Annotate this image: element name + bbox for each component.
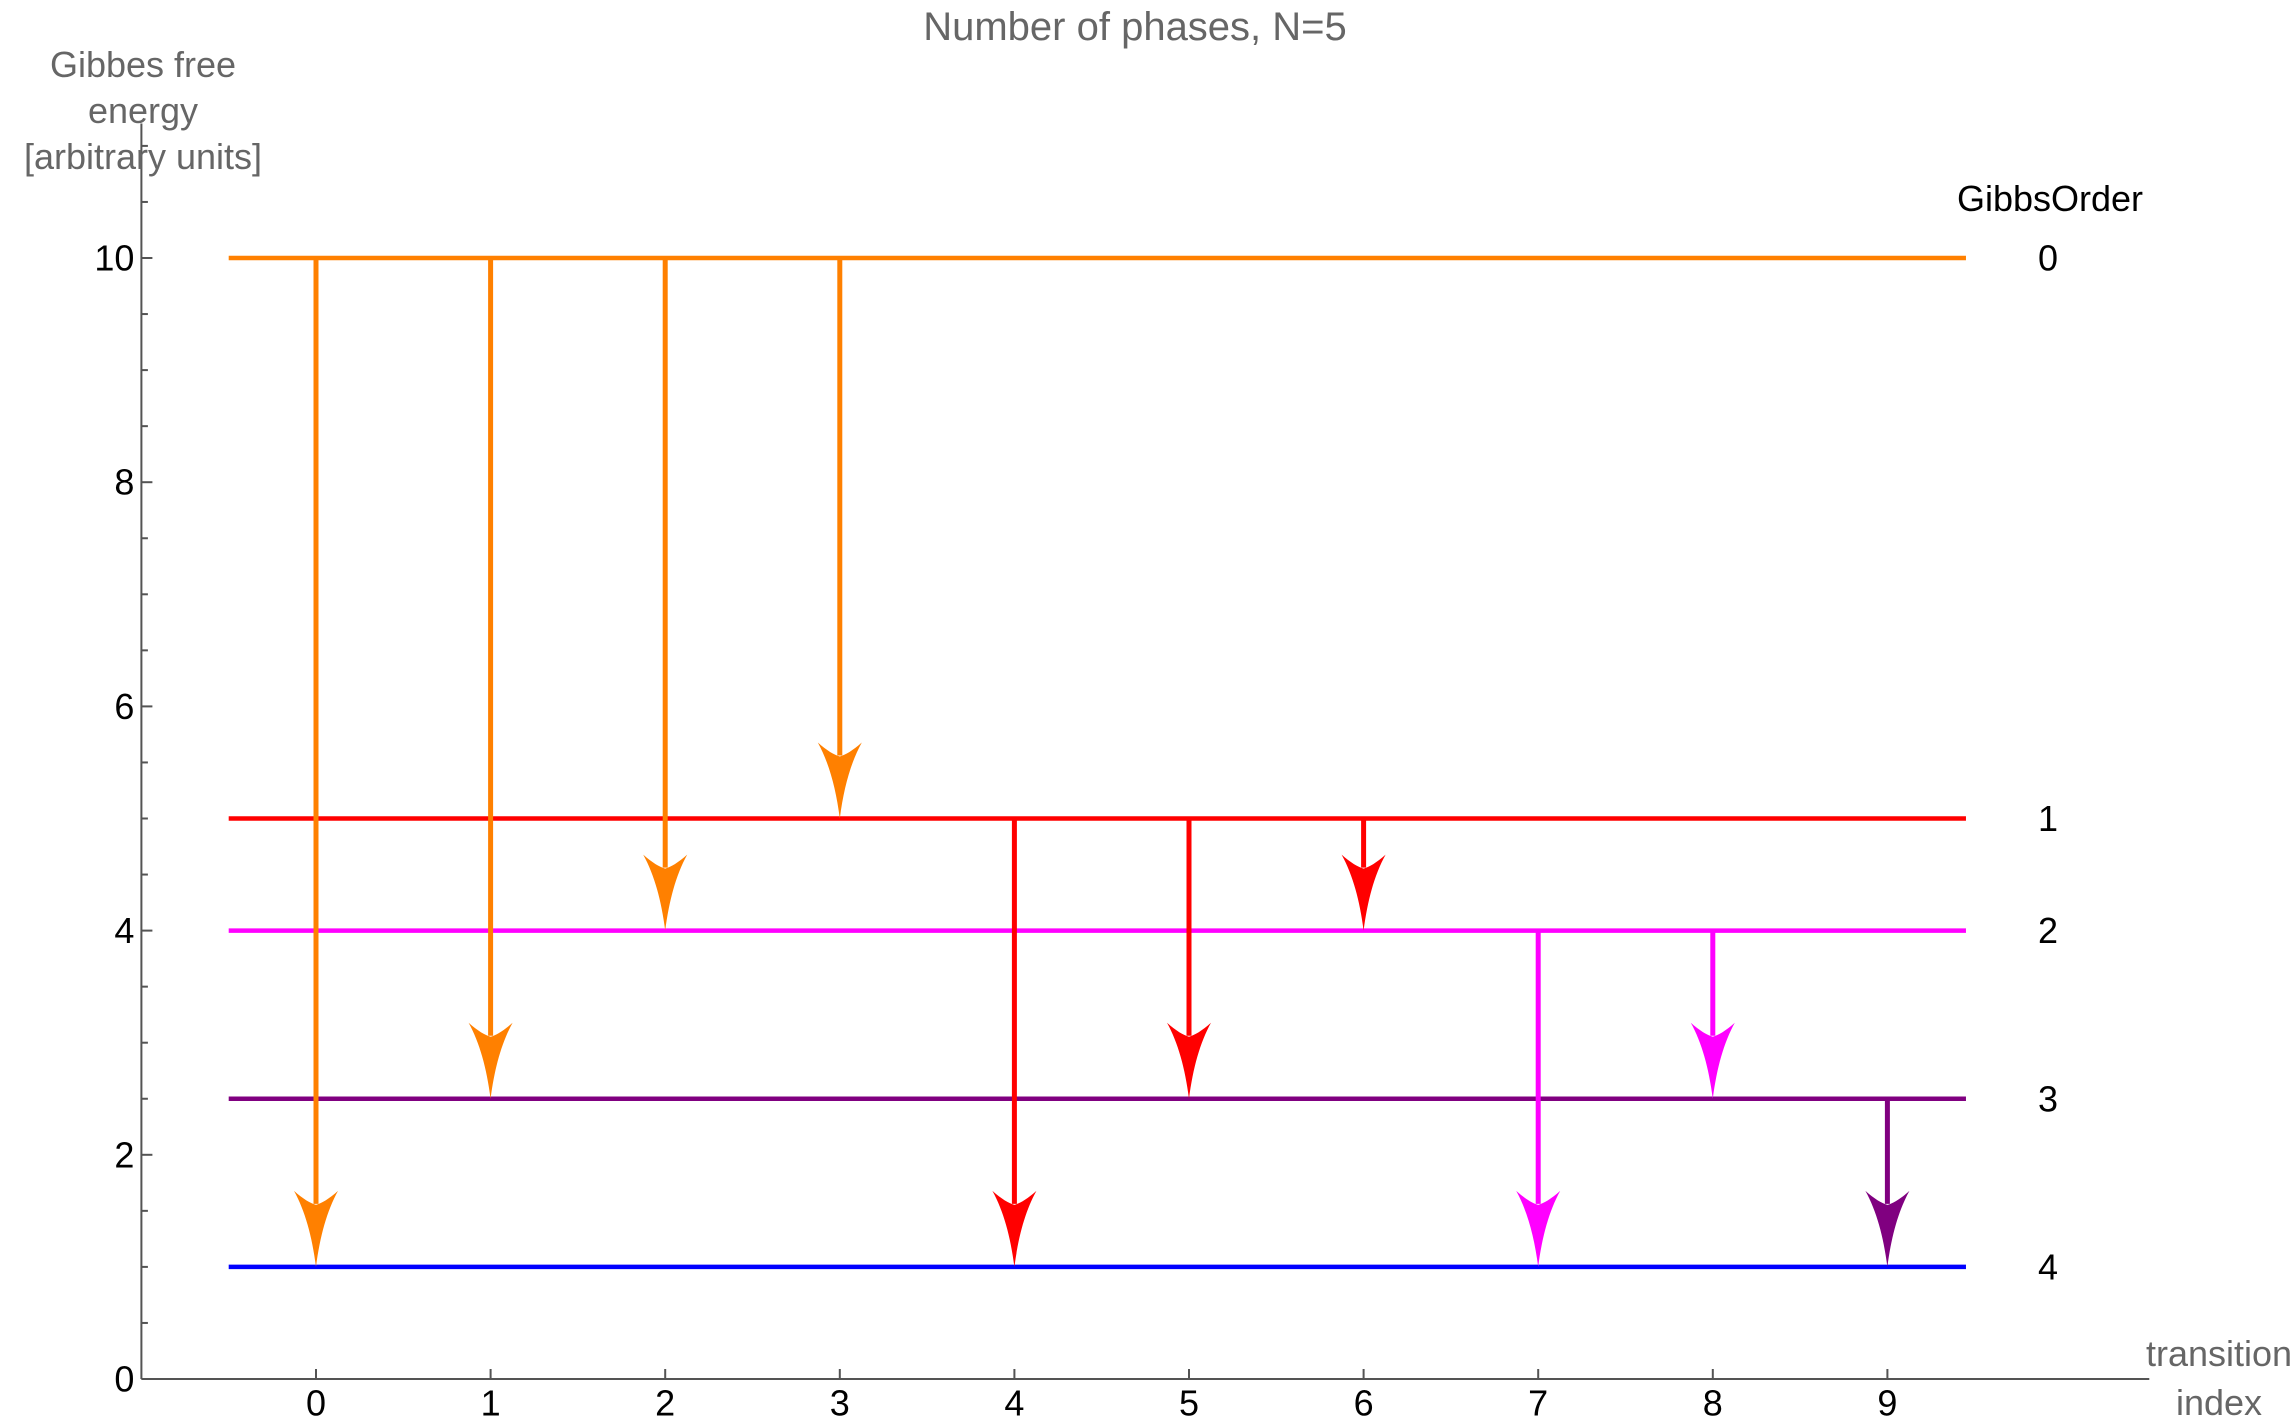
transition-arrow-head — [1690, 1022, 1735, 1099]
gibbs-order-label: 0 — [2038, 238, 2058, 279]
transition-arrow-head — [294, 1190, 338, 1267]
y-tick-label: 2 — [114, 1134, 134, 1175]
gibbs-order-label: 2 — [2038, 910, 2058, 951]
transition-arrow-head — [992, 1190, 1037, 1267]
gibbs-order-label: 1 — [2038, 798, 2058, 839]
x-tick-label: 0 — [306, 1383, 326, 1424]
x-tick-label: 8 — [1703, 1383, 1723, 1424]
gibbs-order-label: 3 — [2038, 1078, 2058, 1119]
y-tick-label: 6 — [114, 686, 134, 727]
x-tick-label: 7 — [1528, 1383, 1548, 1424]
transition-arrow-head — [1865, 1190, 1910, 1267]
x-tick-label: 1 — [481, 1383, 501, 1424]
x-tick-label: 6 — [1354, 1383, 1374, 1424]
transition-arrow-head — [468, 1022, 513, 1099]
transition-arrow-head — [817, 742, 862, 819]
x-tick-label: 9 — [1877, 1383, 1897, 1424]
transition-arrow-head — [1167, 1022, 1211, 1099]
x-tick-label: 5 — [1179, 1383, 1199, 1424]
y-tick-label: 10 — [94, 238, 134, 279]
transition-arrow-head — [1516, 1190, 1561, 1267]
y-tick-label: 8 — [114, 462, 134, 503]
transition-arrow-head — [643, 854, 688, 931]
y-tick-label: 0 — [114, 1359, 134, 1400]
gibbs-order-label: 4 — [2038, 1246, 2058, 1287]
x-tick-label: 4 — [1004, 1383, 1024, 1424]
x-tick-label: 2 — [655, 1383, 675, 1424]
transition-arrow-head — [1341, 854, 1386, 931]
x-tick-label: 3 — [830, 1383, 850, 1424]
y-tick-label: 4 — [114, 910, 134, 951]
